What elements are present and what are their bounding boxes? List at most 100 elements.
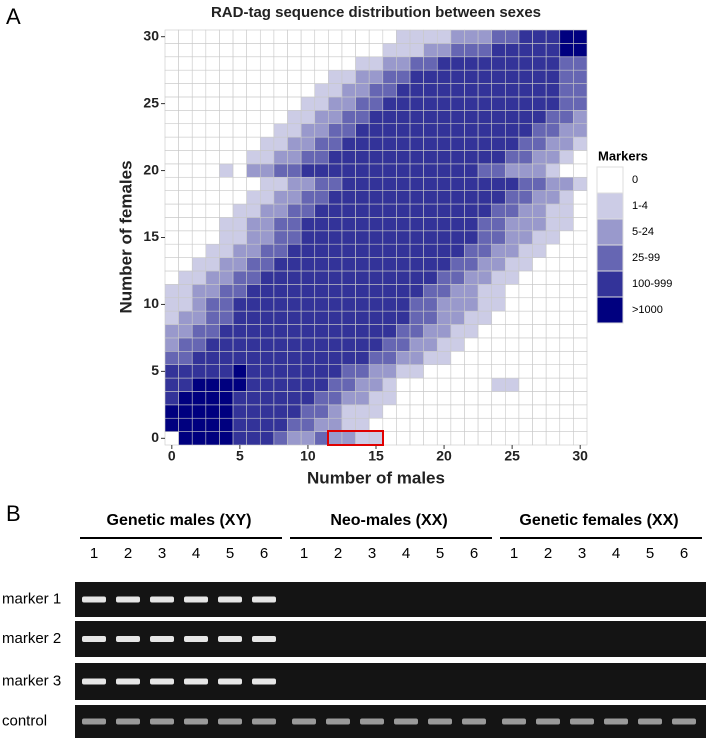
heat-cell	[259, 417, 275, 432]
heat-cell	[328, 110, 343, 125]
heat-cell	[205, 150, 220, 165]
heat-cell	[573, 270, 588, 285]
heat-cell	[518, 243, 533, 258]
group-title: Genetic males (XY)	[107, 512, 252, 529]
heat-cell	[205, 350, 220, 365]
heat-cell	[300, 123, 316, 138]
heat-cell	[545, 190, 561, 205]
heat-cell	[436, 270, 452, 285]
heat-cell	[573, 364, 588, 379]
heat-cell	[518, 203, 533, 218]
heat-cell	[328, 364, 343, 379]
legend-label: 100-999	[632, 278, 672, 290]
x-axis-label: Number of males	[307, 468, 445, 487]
heat-cell	[532, 230, 547, 245]
heat-cell	[396, 391, 411, 406]
heat-cell	[259, 110, 275, 125]
heat-cell	[368, 176, 384, 191]
heat-cell	[178, 110, 193, 125]
heat-cell	[545, 136, 561, 151]
heat-cell	[246, 217, 261, 232]
heat-cell	[341, 96, 356, 111]
heat-cell	[450, 176, 465, 191]
x-tick-label: 0	[168, 448, 176, 464]
heat-cell	[328, 176, 343, 191]
heat-cell	[573, 43, 588, 58]
heat-cell	[300, 110, 316, 125]
lane-number: 1	[300, 545, 308, 562]
group-title: Genetic females (XX)	[519, 512, 678, 529]
heat-cell	[259, 96, 275, 111]
heat-cell	[382, 431, 397, 446]
heat-cell	[355, 110, 370, 125]
heat-cell	[559, 43, 574, 58]
heat-cell	[328, 230, 343, 245]
heat-cell	[382, 163, 397, 178]
heat-cell	[178, 96, 193, 111]
heat-cell	[409, 377, 424, 392]
lane-number: 5	[646, 545, 654, 562]
heat-cell	[396, 69, 411, 84]
heat-cell	[232, 417, 247, 432]
y-tick-label: 25	[143, 94, 159, 110]
heat-cell	[328, 337, 343, 352]
heat-cell	[545, 297, 561, 312]
heat-cell	[423, 431, 438, 446]
heat-cell	[396, 270, 411, 285]
heat-cell	[314, 150, 329, 165]
heat-cell	[191, 217, 207, 232]
heat-cell	[219, 230, 234, 245]
heat-cell	[477, 176, 493, 191]
heat-cell	[219, 364, 234, 379]
heat-cell	[436, 350, 452, 365]
lane-number: 3	[158, 545, 166, 562]
heat-cell	[436, 110, 452, 125]
heat-cell	[368, 257, 384, 272]
heat-cell	[164, 431, 179, 446]
heat-cell	[464, 431, 479, 446]
heat-cell	[205, 136, 220, 151]
heat-cell	[191, 391, 207, 406]
heat-cell	[396, 29, 411, 44]
heat-cell	[423, 136, 438, 151]
heat-cell	[341, 110, 356, 125]
heat-cell	[559, 203, 574, 218]
heat-cell	[559, 29, 574, 44]
heat-cell	[532, 163, 547, 178]
heat-cell	[505, 270, 520, 285]
heat-cell	[355, 350, 370, 365]
heat-cell	[246, 417, 261, 432]
heat-cell	[545, 150, 561, 165]
heat-cell	[205, 377, 220, 392]
gel-strip	[75, 621, 706, 657]
heat-cell	[273, 96, 288, 111]
heat-cell	[409, 243, 424, 258]
heat-cell	[259, 377, 275, 392]
heat-cell	[450, 96, 465, 111]
heat-cell	[314, 190, 329, 205]
heat-cell	[396, 230, 411, 245]
heat-cell	[219, 83, 234, 98]
heat-cell	[396, 310, 411, 325]
heat-cell	[232, 217, 247, 232]
heat-cell	[532, 297, 547, 312]
heat-cell	[287, 96, 302, 111]
heat-cell	[382, 110, 397, 125]
heat-cell	[491, 96, 506, 111]
heat-cell	[477, 297, 493, 312]
heat-cell	[491, 377, 506, 392]
heat-cell	[178, 284, 193, 299]
heat-cell	[328, 123, 343, 138]
heat-cell	[341, 230, 356, 245]
heat-cell	[246, 297, 261, 312]
heat-cell	[518, 230, 533, 245]
heat-cell	[573, 203, 588, 218]
heat-cell	[341, 364, 356, 379]
heat-cell	[355, 29, 370, 44]
heat-cell	[314, 337, 329, 352]
heat-cell	[382, 43, 397, 58]
heat-cell	[246, 243, 261, 258]
heat-cell	[355, 123, 370, 138]
gel-strip	[75, 582, 706, 617]
heat-cell	[368, 96, 384, 111]
